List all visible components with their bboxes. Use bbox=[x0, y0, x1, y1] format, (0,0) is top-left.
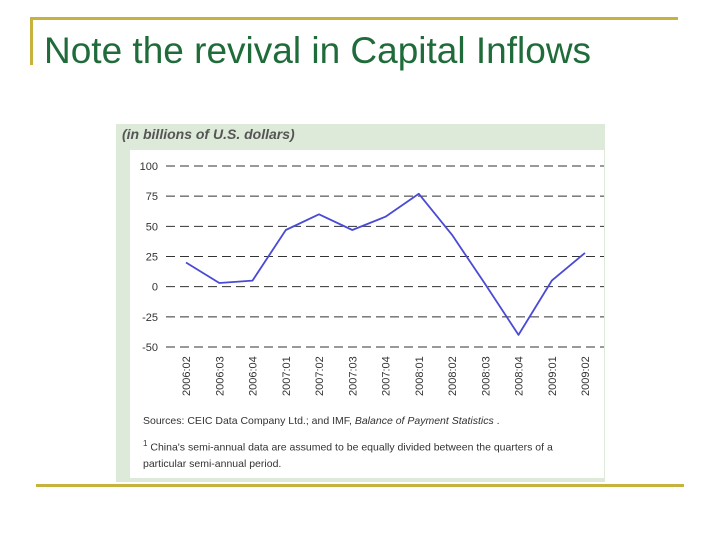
x-tick-label: 2007:02 bbox=[314, 356, 326, 396]
x-tick-labels: 2006:02 2006:03 2006:04 2007:01 2007:02 2007:… bbox=[181, 356, 592, 396]
y-tick-label: -50 bbox=[142, 342, 158, 354]
footnote: 1 China's semi-annual data are assumed t… bbox=[143, 436, 583, 472]
chart-plot-area bbox=[130, 150, 604, 478]
slide-title: Note the revival in Capital Inflows bbox=[44, 30, 592, 71]
x-tick-label: 2006:04 bbox=[248, 356, 260, 396]
x-tick-label: 2006:02 bbox=[181, 356, 193, 396]
source-prefix: Sources: CEIC Data Company Ltd.; and IMF… bbox=[143, 415, 355, 427]
units-label: (in billions of U.S. dollars) bbox=[122, 126, 295, 142]
footnote-text: China's semi-annual data are assumed to … bbox=[143, 441, 553, 470]
x-tick-label: 2007:01 bbox=[281, 356, 293, 396]
footnote-marker: 1 bbox=[143, 439, 148, 448]
x-tick-label: 2008:04 bbox=[514, 356, 526, 396]
y-tick-label: 50 bbox=[146, 221, 158, 233]
source-note: Sources: CEIC Data Company Ltd.; and IMF… bbox=[143, 415, 500, 427]
title-rule-top bbox=[30, 17, 678, 20]
x-tick-label: 2008:01 bbox=[414, 356, 426, 396]
y-tick-label: 100 bbox=[140, 161, 158, 173]
x-tick-label: 2007:03 bbox=[347, 356, 359, 396]
series-line bbox=[185, 192, 586, 336]
x-tick-label: 2009:01 bbox=[547, 356, 559, 396]
y-tick-label: 75 bbox=[146, 191, 158, 203]
x-tick-label: 2009:02 bbox=[580, 356, 592, 396]
x-tick-label: 2008:03 bbox=[480, 356, 492, 396]
x-tick-label: 2007:04 bbox=[381, 356, 393, 396]
x-tick-label: 2006:03 bbox=[214, 356, 226, 396]
y-tick-label: 25 bbox=[146, 252, 158, 264]
source-suffix: . bbox=[493, 415, 500, 427]
y-tick-label: 0 bbox=[152, 282, 158, 294]
bottom-rule bbox=[36, 484, 684, 487]
grid-lines bbox=[166, 165, 604, 348]
title-rule-left bbox=[30, 17, 33, 65]
series-lines bbox=[185, 192, 586, 336]
y-tick-labels: 100 75 50 25 0 -25 -50 bbox=[140, 161, 158, 354]
source-italic: Balance of Payment Statistics bbox=[354, 415, 494, 427]
y-tick-label: -25 bbox=[142, 312, 158, 324]
x-tick-label: 2008:02 bbox=[447, 356, 459, 396]
